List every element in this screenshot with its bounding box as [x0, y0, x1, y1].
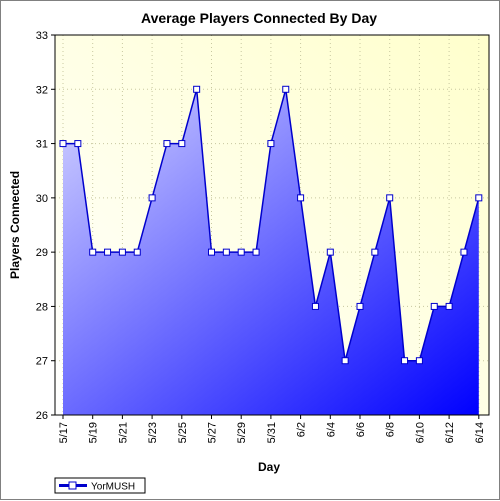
data-point-marker	[401, 357, 409, 365]
y-tick-label: 29	[36, 247, 48, 259]
chart-title: Average Players Connected By Day	[141, 10, 377, 26]
x-tick-label: 6/4	[325, 422, 337, 437]
data-point-marker	[371, 248, 379, 256]
x-tick-label: 6/6	[355, 422, 367, 437]
legend: YorMUSH	[54, 477, 146, 494]
data-point-marker	[386, 194, 394, 202]
legend-swatch-marker	[68, 481, 77, 490]
data-point-marker	[89, 248, 97, 256]
data-point-marker	[104, 248, 112, 256]
x-tick-label: 6/8	[385, 422, 397, 437]
x-tick-label: 5/25	[177, 422, 189, 443]
y-axis-title: Players Connected	[8, 171, 22, 279]
data-point-marker	[297, 194, 305, 202]
data-point-marker	[267, 140, 275, 148]
x-tick-label: 5/29	[236, 422, 248, 443]
data-point-marker	[282, 85, 290, 93]
y-axis-ticks: 26 27 28 29 30 31 32 33	[36, 30, 55, 422]
data-point-marker	[208, 248, 215, 256]
data-point-marker	[430, 302, 438, 310]
y-tick-label: 31	[36, 139, 48, 151]
x-tick-label: 6/2	[296, 422, 308, 437]
x-tick-label: 5/19	[88, 422, 100, 443]
x-tick-label: 6/12	[444, 422, 456, 443]
legend-label: YorMUSH	[91, 482, 135, 493]
y-tick-label: 30	[36, 193, 48, 205]
data-point-marker	[237, 248, 245, 256]
data-point-marker	[460, 248, 468, 256]
data-point-marker	[193, 85, 201, 93]
data-point-marker	[475, 194, 483, 202]
x-tick-label: 5/31	[266, 422, 278, 443]
x-axis-ticks: 5/17 5/19 5/21 5/23 5/25 5/27 5/29 5/31 6/2 6/4 6/…	[58, 415, 486, 443]
y-tick-label: 32	[36, 84, 48, 96]
x-tick-label: 6/14	[474, 422, 486, 443]
x-tick-label: 5/17	[58, 422, 70, 443]
y-tick-label: 33	[36, 30, 48, 42]
x-axis-title: Day	[258, 460, 280, 474]
data-point-marker	[59, 140, 67, 148]
y-tick-label: 28	[36, 301, 48, 313]
data-point-marker	[148, 194, 156, 202]
data-point-marker	[415, 357, 423, 365]
data-point-marker	[133, 248, 141, 256]
plot-border	[54, 34, 490, 416]
data-point-marker	[341, 357, 349, 365]
data-point-marker	[163, 140, 171, 148]
x-tick-label: 5/27	[207, 422, 219, 443]
data-point-marker	[252, 248, 260, 256]
data-point-marker	[356, 302, 364, 310]
y-tick-label: 26	[36, 410, 48, 422]
data-point-marker	[118, 248, 126, 256]
area-fill	[63, 89, 479, 416]
data-point-marker	[222, 248, 230, 256]
x-tick-label: 5/21	[117, 422, 129, 443]
data-point-marker	[74, 140, 82, 148]
legend-box	[54, 477, 146, 494]
y-tick-label: 27	[36, 356, 48, 368]
data-point-marker	[445, 302, 453, 310]
data-point-marker	[178, 140, 186, 148]
data-point-marker	[326, 248, 334, 256]
x-tick-label: 6/10	[414, 422, 426, 443]
x-tick-label: 5/23	[147, 422, 159, 443]
data-point-marker	[311, 302, 319, 310]
data-markers	[59, 85, 483, 365]
